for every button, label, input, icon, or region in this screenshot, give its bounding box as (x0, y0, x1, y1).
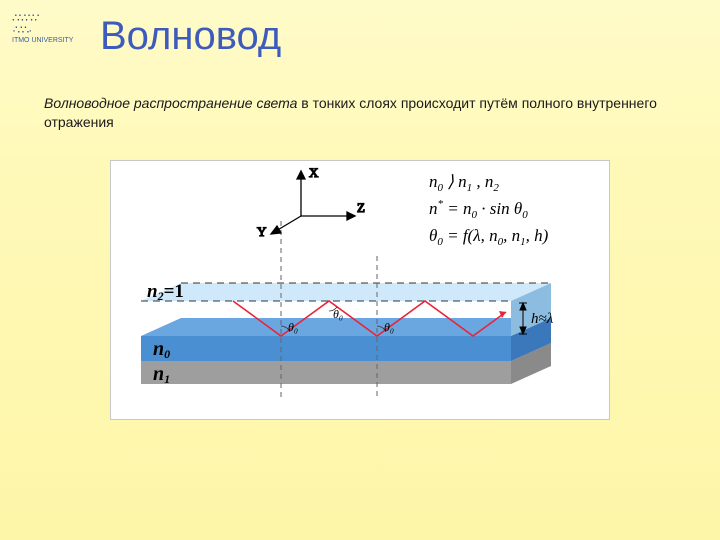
angle-label-1: θ₀ (288, 320, 298, 334)
svg-text:n* = n0 · sin θ0: n* = n0 · sin θ0 (429, 198, 528, 221)
slide-subtitle: Волноводное распространение света в тонк… (44, 94, 678, 132)
slide: ∴∵∴∵·∵∴· ITMO UNIVERSITY Волновод Волнов… (0, 0, 720, 540)
thickness-label: h≈λ (531, 311, 554, 327)
axis-y-label: Y (257, 224, 267, 239)
label-n2: n2=1 (147, 281, 184, 303)
svg-text:θ0 = f(λ, n0, n1, h): θ0 = f(λ, n0, n1, h) (429, 226, 549, 248)
equations: n0 ⟩ n1 , n2 n* = n0 · sin θ0 θ0 = f(λ, … (429, 172, 549, 248)
logo-dots: ∴∵∴∵·∵∴· (12, 12, 73, 36)
axis-z-label: Z (357, 200, 365, 215)
subtitle-italic: Волноводное распространение света (44, 95, 297, 111)
layer-n2 (141, 283, 551, 336)
slide-title: Волновод (100, 14, 281, 59)
angle-label-3: θ₀ (384, 320, 394, 334)
angle-label-2: θ₀ (333, 307, 343, 321)
waveguide-figure: θ₀ θ₀ θ₀ X Z Y n2=1 n0 n1 (110, 160, 610, 420)
svg-text:n0 ⟩ n1 , n2: n0 ⟩ n1 , n2 (429, 172, 499, 194)
itmo-logo: ∴∵∴∵·∵∴· ITMO UNIVERSITY (12, 12, 73, 44)
coordinate-axes: X Z Y (257, 165, 365, 239)
axis-x-label: X (309, 165, 319, 180)
logo-text: ITMO UNIVERSITY (12, 37, 73, 44)
